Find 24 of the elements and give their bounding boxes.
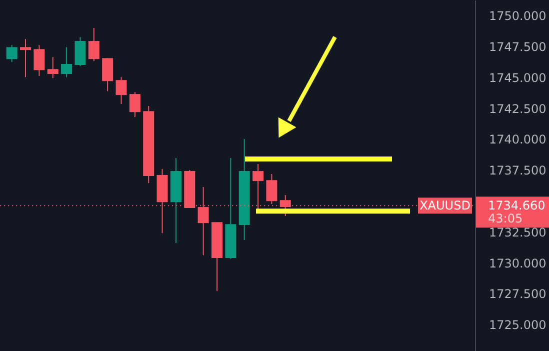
candlestick <box>20 38 32 78</box>
y-tick-label: 1740.000 <box>489 132 546 147</box>
y-tick-label: 1727.500 <box>489 287 546 302</box>
y-tick-label: 1750.000 <box>489 9 546 24</box>
ref-line-label: XAUUSD <box>420 198 470 213</box>
text: 1734.660 <box>488 198 546 213</box>
candlestick <box>47 56 58 79</box>
candlestick <box>116 76 127 105</box>
candlestick <box>266 174 278 205</box>
y-tick-label: 1747.500 <box>489 40 546 54</box>
y-tick-label: 1742.500 <box>489 102 546 116</box>
y-tick-label: 1730.000 <box>489 256 546 270</box>
y-tick-label: 1745.000 <box>489 70 546 85</box>
candlestick <box>74 36 86 67</box>
y-tick-label: 1732.500 <box>489 225 546 240</box>
y-tick-label: 1737.500 <box>489 164 546 178</box>
candlestick <box>61 46 72 78</box>
candlestick <box>102 58 114 92</box>
text: 43:05 <box>488 212 523 226</box>
y-tick-label: 1725.000 <box>489 318 546 332</box>
candlestick <box>88 28 100 62</box>
candlestick <box>129 92 140 118</box>
candlestick <box>6 44 18 63</box>
candlestick <box>34 44 45 77</box>
